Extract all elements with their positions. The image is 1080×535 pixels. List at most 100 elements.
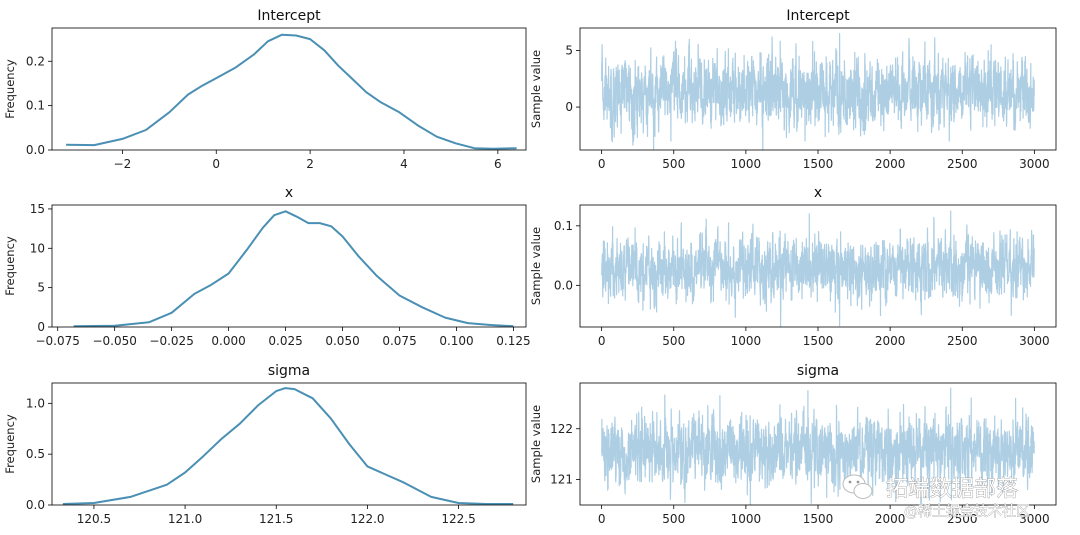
y-axis-label: Sample value (529, 227, 543, 305)
x-tick: 500 (662, 150, 685, 171)
x-tick: 4 (400, 150, 408, 171)
axes-frame (51, 27, 527, 151)
x-tick: 0.100 (439, 327, 474, 348)
x-tick: 0.125 (496, 327, 531, 348)
subplot-5: 120.5 121.0 121.5 122.0 122.5 0.0 0.5 1.0 sigma F… (3, 363, 527, 526)
x-tick: 1500 (803, 150, 833, 171)
y-tick: 122 (550, 422, 580, 436)
x-tick: 3000 (1019, 505, 1050, 526)
y-axis-ticks: 0.0 0.5 1.0 (26, 396, 52, 512)
x-tick-label: 2500 (947, 512, 978, 526)
x-axis-ticks: 0 500 1000 1500 2000 2500 3000 (598, 327, 1050, 348)
y-axis-label: Sample value (529, 50, 543, 128)
x-tick-label: 0.125 (496, 334, 530, 348)
x-tick-label: 1000 (731, 512, 762, 526)
x-axis-ticks: 0 500 1000 1500 2000 2500 3000 (598, 150, 1050, 171)
y-tick: 0 (565, 100, 580, 114)
x-tick: −0.025 (149, 327, 194, 348)
y-tick-label: 0.0 (26, 498, 45, 512)
y-tick-label: 0.1 (554, 219, 573, 233)
x-tick: 500 (662, 327, 685, 348)
subplot-1: −2 0 2 4 6 0.0 0.1 0.2 Intercept Frequency (3, 8, 527, 171)
x-tick-label: 3000 (1019, 334, 1050, 348)
subplot-title: x (814, 185, 822, 201)
y-tick: 0.0 (26, 143, 52, 157)
x-tick-label: −0.075 (35, 334, 79, 348)
x-tick: 1000 (731, 150, 761, 171)
x-tick: −0.050 (92, 327, 137, 348)
x-tick-label: 2000 (875, 334, 906, 348)
x-tick: 2500 (947, 150, 978, 171)
x-tick-label: 121.0 (168, 512, 202, 526)
x-tick-label: 0.000 (211, 334, 245, 348)
y-tick-label: 0.5 (26, 447, 45, 461)
y-tick-label: 10 (30, 241, 45, 255)
y-axis-ticks: 0 5 10 15 (30, 202, 52, 334)
x-tick-label: −2 (114, 157, 132, 171)
x-tick-label: 2000 (875, 512, 906, 526)
y-axis-ticks: 05 (565, 44, 580, 114)
y-axis-ticks: 0.0 0.1 0.2 (26, 54, 52, 157)
trace-line (601, 33, 1035, 150)
x-tick: 2 (306, 150, 314, 171)
x-tick: 0 (598, 150, 606, 171)
x-tick-label: 0 (598, 334, 606, 348)
x-tick-label: 0 (598, 157, 606, 171)
subplot-2: 0 500 1000 1500 2000 2500 300005InterceptSampl… (529, 8, 1057, 171)
y-tick: 0.0 (554, 278, 580, 292)
y-tick: 0.2 (26, 54, 52, 68)
subplot-title: x (285, 185, 293, 201)
y-tick: 1.0 (26, 396, 52, 410)
axes-frame (51, 382, 527, 506)
x-tick-label: 6 (494, 157, 502, 171)
x-tick: 0.000 (211, 327, 246, 348)
y-axis-label: Sample value (529, 405, 543, 483)
x-tick-label: 3000 (1019, 157, 1050, 171)
watermark: 拓端数据部落 @稀土掘金技术社区 (842, 474, 1030, 520)
x-axis-ticks: 120.5 121.0 121.5 122.0 122.5 (77, 505, 476, 526)
x-tick-label: 0 (212, 157, 220, 171)
x-tick: −2 (114, 150, 132, 171)
y-axis-label: Frequency (3, 59, 17, 119)
y-tick: 10 (30, 241, 52, 255)
y-tick: 0.1 (554, 219, 580, 233)
y-axis-label: Frequency (3, 414, 17, 474)
x-tick: 0 (598, 327, 606, 348)
x-tick-label: 0 (598, 512, 606, 526)
x-tick-label: −0.025 (149, 334, 193, 348)
y-tick: 0.1 (26, 99, 52, 113)
x-axis-ticks: −0.075 −0.050 −0.025 0.000 0.025 0.050 0.075 0.… (35, 327, 531, 348)
x-tick: 0.025 (268, 327, 303, 348)
subplot-6: 0 500 1000 1500 2000 2500 3000 121 122 sigma Sampl… (529, 363, 1057, 526)
x-tick: 1500 (803, 327, 833, 348)
x-tick: 0 (598, 505, 606, 526)
subplot-title: sigma (797, 363, 839, 379)
y-tick-label: 122 (550, 422, 573, 436)
x-tick: 1500 (803, 505, 833, 526)
y-tick-label: 5 (37, 281, 45, 295)
y-tick: 0.5 (26, 447, 52, 461)
subplot-3: −0.075 −0.050 −0.025 0.000 0.025 0.050 0.075 0.… (3, 185, 531, 348)
x-tick: 2500 (947, 327, 978, 348)
y-tick: 0.0 (26, 498, 52, 512)
x-tick-label: 3000 (1019, 512, 1050, 526)
x-tick: 0 (212, 150, 220, 171)
x-tick-label: 500 (662, 157, 685, 171)
y-tick: 5 (565, 44, 580, 58)
x-tick: 3000 (1019, 150, 1050, 171)
x-tick: 1000 (731, 505, 762, 526)
x-tick-label: 0.050 (325, 334, 359, 348)
density-curve (66, 33, 517, 150)
y-tick-label: 0 (565, 100, 573, 114)
subplot-title: Intercept (257, 8, 321, 24)
x-tick: 120.5 (77, 505, 111, 526)
density-curve (73, 210, 514, 327)
x-tick: 2000 (875, 150, 906, 171)
x-tick: 2000 (875, 327, 906, 348)
x-tick-label: 122.5 (441, 512, 475, 526)
density-curve (62, 387, 514, 505)
x-axis-ticks: 0 500 1000 1500 2000 2500 3000 (598, 505, 1050, 526)
x-tick-label: 2000 (875, 157, 906, 171)
x-tick-label: 2 (306, 157, 314, 171)
